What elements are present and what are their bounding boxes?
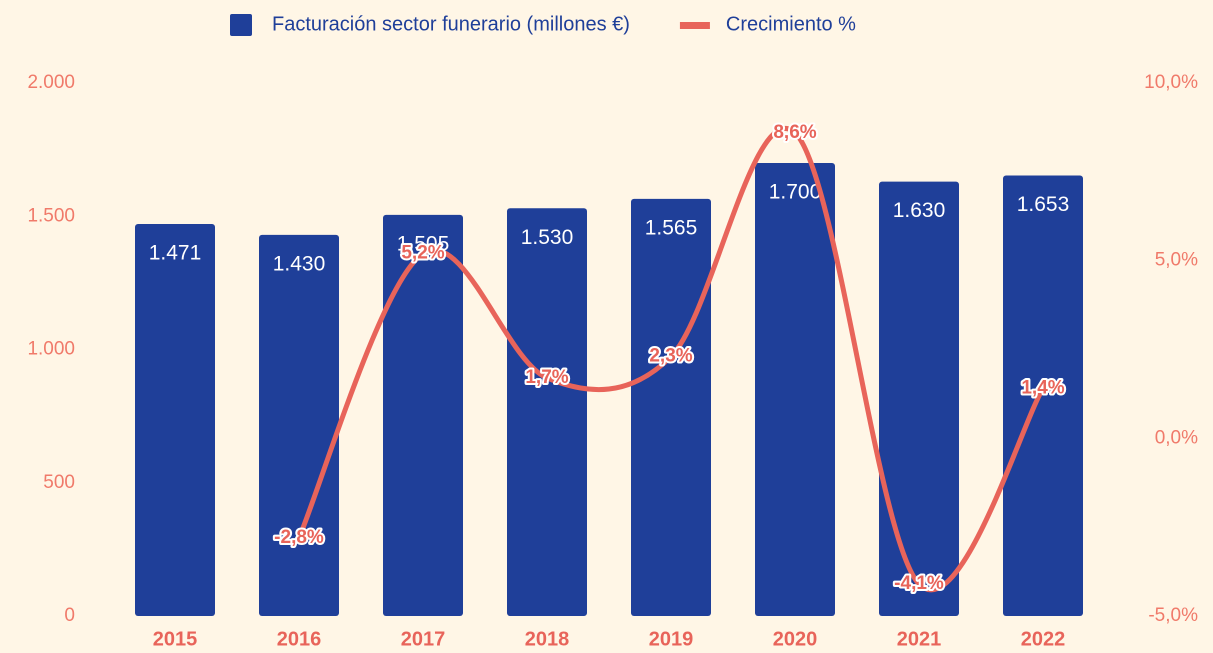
- x-tick-label: 2020: [773, 628, 818, 650]
- legend-swatch: [679, 22, 710, 29]
- bar: [1003, 175, 1083, 616]
- legend-label: Facturación sector funerario (millones €…: [272, 13, 630, 35]
- legend-swatch: [230, 14, 252, 36]
- x-tick-label: 2018: [525, 628, 570, 650]
- y2-tick-label: 10,0%: [1144, 72, 1198, 93]
- line-label: 8,6%: [773, 122, 816, 143]
- line-label: -4,1%: [894, 573, 944, 594]
- x-tick-label: 2019: [649, 628, 694, 650]
- line-label: 1,4%: [1021, 378, 1064, 399]
- bar-label: 1.630: [893, 199, 946, 222]
- bar: [383, 214, 463, 617]
- x-tick-label: 2015: [153, 628, 198, 650]
- line-label: 5,2%: [401, 243, 444, 264]
- bar-label: 1.653: [1017, 193, 1070, 216]
- bar: [507, 208, 587, 616]
- y-tick-label: 0: [64, 605, 75, 626]
- bar: [879, 181, 959, 617]
- y-tick-label: 2.000: [27, 72, 75, 93]
- bar: [755, 162, 835, 616]
- bar-label: 1.530: [521, 226, 574, 249]
- y2-tick-label: -5,0%: [1148, 605, 1198, 626]
- bar: [259, 234, 339, 616]
- bar: [135, 223, 215, 616]
- bar-label: 1.700: [769, 180, 822, 203]
- bar: [631, 198, 711, 617]
- bar-label: 1.565: [645, 216, 698, 239]
- line-label: 2,3%: [649, 346, 692, 367]
- x-tick-label: 2021: [897, 628, 942, 650]
- line-label: -2,8%: [274, 527, 324, 548]
- y-tick-label: 1.500: [27, 205, 75, 226]
- x-tick-label: 2016: [277, 628, 322, 650]
- legend-label: Crecimiento %: [726, 13, 856, 35]
- bar-label: 1.471: [149, 242, 202, 265]
- y2-tick-label: 0,0%: [1155, 427, 1198, 448]
- y2-tick-label: 5,0%: [1155, 250, 1198, 271]
- x-tick-label: 2017: [401, 628, 446, 650]
- line-label: 1,7%: [525, 367, 568, 388]
- x-tick-label: 2022: [1021, 628, 1066, 650]
- y-tick-label: 1.000: [27, 339, 75, 360]
- bar-label: 1.430: [273, 252, 326, 275]
- line: [296, 126, 1046, 593]
- y-tick-label: 500: [43, 472, 75, 493]
